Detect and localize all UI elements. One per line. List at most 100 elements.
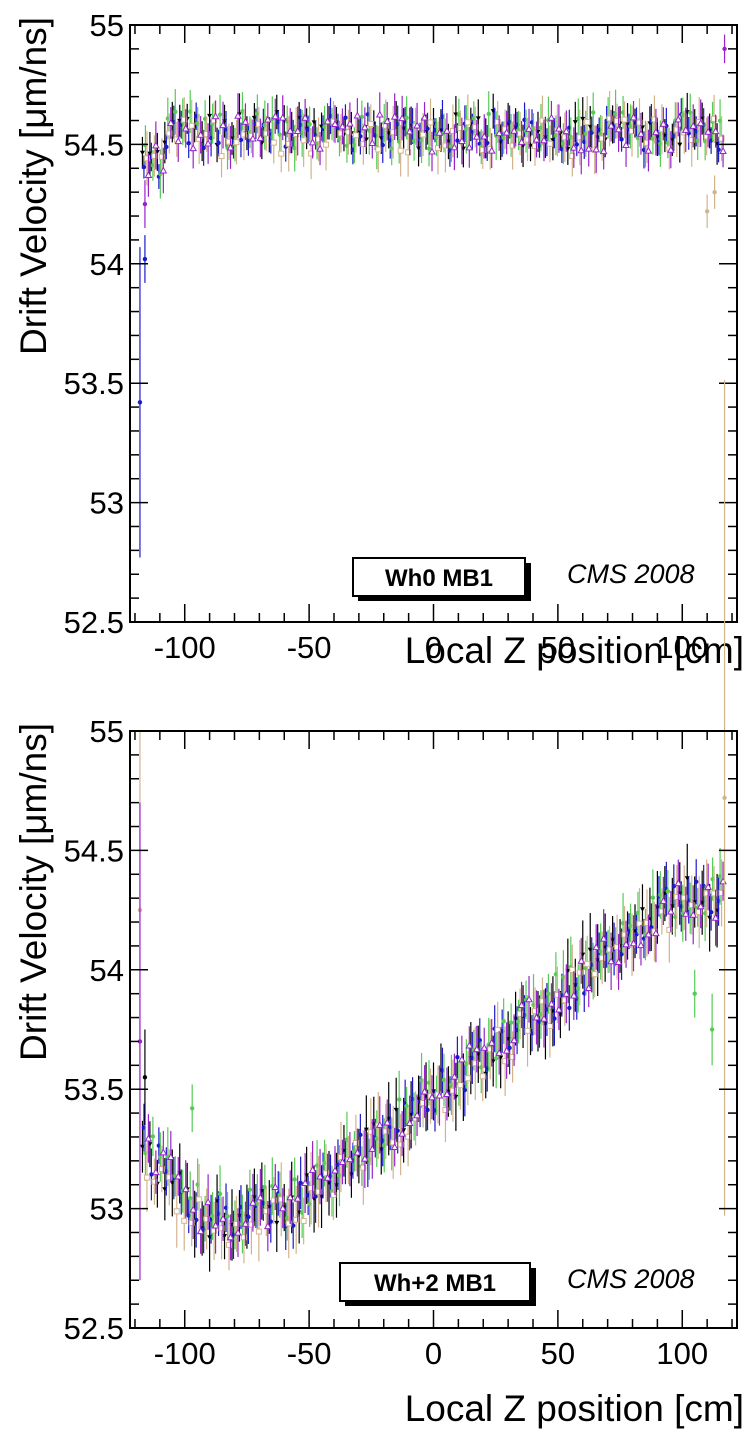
data-point [360, 123, 369, 131]
data-point [203, 131, 210, 138]
data-point [152, 1168, 160, 1176]
data-point [255, 1228, 262, 1235]
data-point [540, 1014, 548, 1022]
data-point [532, 135, 541, 143]
data-point [704, 127, 712, 135]
data-point [150, 1134, 156, 1139]
data-point [413, 121, 421, 129]
data-point [591, 971, 598, 978]
data-point [271, 112, 280, 120]
data-point [716, 147, 721, 152]
data-point [186, 141, 191, 146]
data-points [137, 379, 727, 1281]
x-tick-label: -50 [287, 1336, 332, 1371]
data-point [614, 125, 623, 133]
data-point [226, 1233, 235, 1241]
x-tick-label: 0 [425, 1336, 442, 1371]
data-point [531, 1008, 538, 1015]
data-point [301, 113, 309, 121]
data-point [427, 119, 434, 126]
x-tick-label: 0 [425, 630, 442, 665]
data-point [315, 136, 322, 143]
data-point [576, 969, 583, 976]
data-point [455, 138, 460, 143]
data-point [696, 119, 705, 127]
data-point [674, 115, 683, 123]
x-tick-label: 50 [541, 630, 575, 665]
data-point [405, 1118, 414, 1126]
data-point [649, 925, 654, 930]
data-point [525, 995, 533, 1003]
data-point [674, 879, 683, 887]
data-point [358, 1132, 363, 1138]
data-point [375, 146, 382, 153]
data-point [510, 126, 518, 134]
data-point [216, 140, 221, 146]
data-point [398, 114, 406, 122]
data-point [567, 1005, 572, 1011]
data-point [425, 1107, 430, 1113]
data-point [240, 131, 247, 138]
data-point [396, 1097, 402, 1102]
data-point [428, 1093, 436, 1101]
data-point [142, 256, 148, 262]
data-point [554, 991, 561, 998]
data-point [650, 895, 656, 900]
data-point [226, 1241, 233, 1248]
data-point [397, 1141, 404, 1148]
data-point [577, 146, 586, 154]
data-point [708, 909, 714, 915]
data-point [241, 117, 250, 125]
data-point [201, 145, 206, 151]
data-point [606, 115, 613, 122]
data-point [323, 141, 330, 148]
data-point [375, 110, 384, 118]
data-point [226, 143, 235, 151]
data-point [158, 153, 165, 160]
data-point [234, 111, 242, 119]
data-point [211, 112, 220, 120]
data-point [584, 119, 591, 126]
data-point [308, 1165, 317, 1173]
data-point [580, 116, 586, 122]
data-point [510, 1036, 518, 1044]
data-point [546, 140, 553, 147]
data-point [509, 142, 516, 149]
data-point [390, 129, 397, 136]
x-tick-label: -100 [154, 630, 216, 665]
data-point [166, 1174, 173, 1181]
data-point [607, 957, 615, 965]
data-point [149, 1172, 154, 1177]
data-point [561, 997, 568, 1004]
data-point [166, 130, 173, 137]
cms-annotation: CMS 2008 [567, 559, 695, 589]
data-point [555, 1005, 563, 1013]
data-point [308, 150, 315, 157]
data-point [644, 146, 653, 154]
data-point [353, 1148, 362, 1156]
data-point [465, 1041, 474, 1049]
data-point [345, 129, 352, 136]
data-point [629, 128, 636, 135]
data-point [711, 890, 718, 897]
data-point [636, 920, 643, 927]
data-point [464, 1075, 471, 1082]
data-point [472, 1060, 479, 1067]
data-point [495, 129, 504, 137]
data-point [442, 142, 449, 149]
cms-annotation: CMS 2008 [567, 1264, 695, 1294]
data-point [435, 128, 444, 136]
data-point [346, 1155, 354, 1163]
data-point [196, 130, 205, 138]
data-point [665, 889, 671, 894]
data-point [144, 170, 153, 179]
data-point [338, 1157, 347, 1165]
data-point [509, 1053, 516, 1060]
data-point [494, 119, 501, 126]
data-point [457, 1082, 464, 1089]
data-point [694, 879, 699, 885]
data-point [531, 142, 538, 149]
data-point [274, 1220, 280, 1226]
axis-ticks [130, 24, 737, 623]
